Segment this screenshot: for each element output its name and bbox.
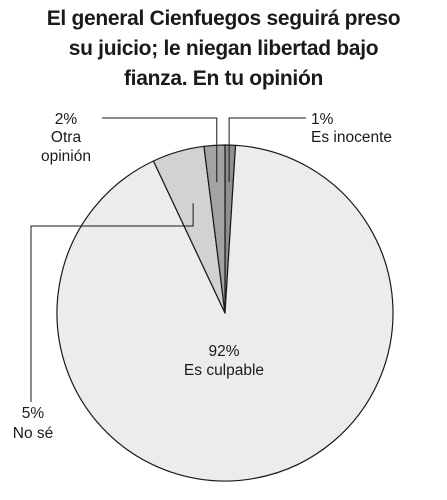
label-inocente-name: Es inocente xyxy=(311,129,392,146)
label-culpable-name: Es culpable xyxy=(184,362,264,379)
leader-nose xyxy=(30,203,194,402)
leader-otra xyxy=(102,117,218,183)
title-line-3: fianza. En tu opinión xyxy=(123,67,323,90)
title-line-1: El general Cienfuegos seguirá preso xyxy=(46,7,401,30)
label-nose-value: 5% xyxy=(22,405,45,422)
label-otra-value: 2% xyxy=(55,111,78,128)
label-otra-name-1: Otra xyxy=(51,129,82,146)
pie-slice-otra-opini-n xyxy=(203,144,226,314)
label-nose-name: No sé xyxy=(13,425,54,442)
leader-inocente xyxy=(228,117,306,183)
label-inocente-value: 1% xyxy=(311,111,334,128)
title-line-2: su juicio; le niegan libertad bajo xyxy=(68,37,379,60)
label-culpable-value: 92% xyxy=(208,343,239,360)
leader-lines xyxy=(30,117,306,402)
slice-labels: 1% Es inocente 2% Otra opinión 92% Es cu… xyxy=(13,111,392,442)
pie-slices xyxy=(56,144,394,482)
label-otra-name-2: opinión xyxy=(41,148,91,165)
chart-title: El general Cienfuegos seguirá preso su j… xyxy=(0,4,447,94)
